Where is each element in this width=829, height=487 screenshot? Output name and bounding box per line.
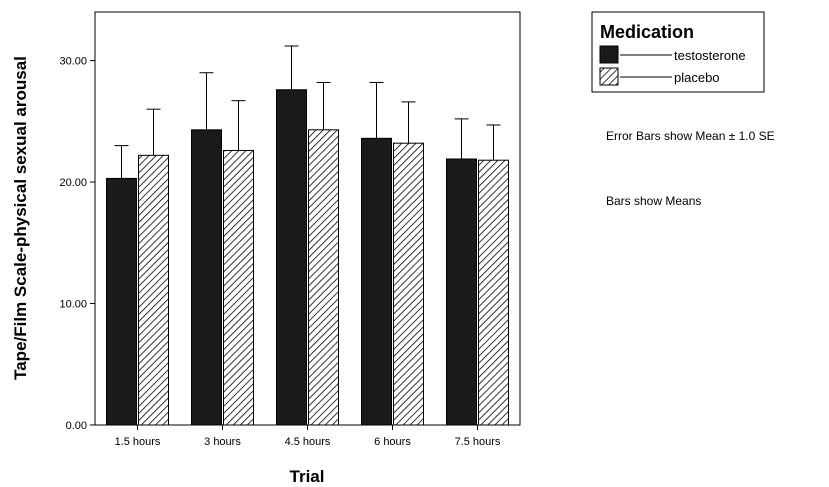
x-tick-label: 3 hours [204,436,241,448]
x-tick-label: 6 hours [374,436,411,448]
bar-placebo-3 [308,129,339,426]
bar-testosterone-3 [276,89,307,426]
x-axis: 1.5 hours 3 hours 4.5 hours 6 hours 7.5 hour… [115,425,501,448]
x-axis-title: Trial [290,467,325,486]
y-axis-title: Tape/Film Scale-physical sexual arousal [11,56,30,380]
bar-placebo-4 [393,142,424,426]
legend-label-testosterone: testosterone [674,48,746,63]
bar-testosterone-5 [446,158,477,426]
legend-title: Medication [600,22,694,42]
x-tick-label: 4.5 hours [285,436,331,448]
x-tick-label: 7.5 hours [455,436,501,448]
bar-placebo-5 [478,159,509,426]
bar-note: Bars show Means [606,194,701,208]
y-tick-label: 0.00 [66,420,87,432]
y-axis: 0.00 10.00 20.00 30.00 [59,56,95,432]
legend-box [591,11,765,93]
bar-testosterone-1 [106,177,137,426]
y-tick-label: 20.00 [59,177,87,189]
legend: Medication testosterone placebo [591,11,765,93]
y-tick-label: 10.00 [59,299,87,311]
bar-placebo-2 [223,149,254,426]
bar-placebo-1 [138,154,169,426]
bars-group [106,45,509,426]
legend-label-placebo: placebo [674,70,720,85]
legend-swatch-testosterone [599,45,619,64]
error-bar-note: Error Bars show Mean ± 1.0 SE [606,129,775,143]
legend-swatch-placebo [599,67,619,86]
x-tick-label: 1.5 hours [115,436,161,448]
y-tick-label: 30.00 [59,56,87,68]
bar-testosterone-2 [191,129,222,426]
bar-testosterone-4 [361,137,392,426]
